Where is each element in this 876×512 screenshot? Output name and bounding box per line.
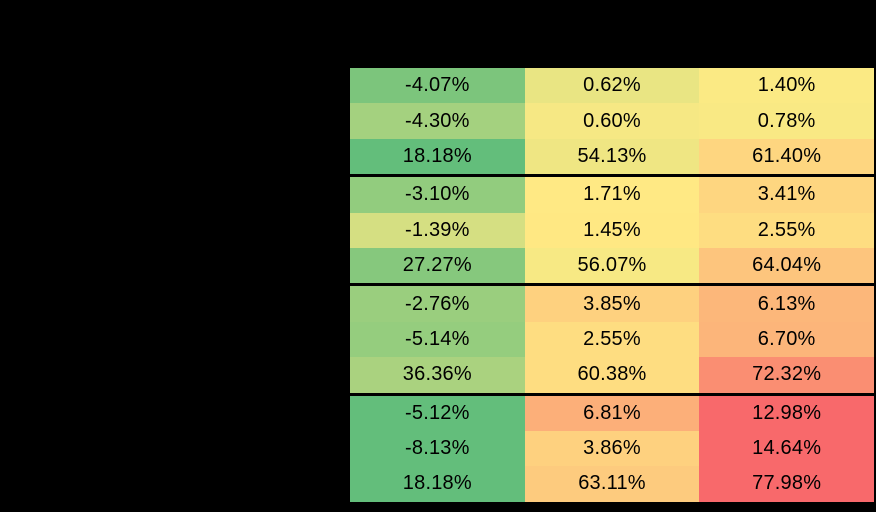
heatmap-cell: 14.64%	[699, 430, 874, 467]
heatmap-cell: -4.30%	[350, 103, 525, 139]
heatmap-cell: 6.13%	[699, 286, 874, 322]
heatmap-row: -3.10% 1.71% 3.41%	[350, 177, 874, 213]
heatmap-cell: 6.70%	[699, 321, 874, 358]
heatmap-cell: -3.10%	[350, 177, 525, 213]
heatmap-cell: 54.13%	[524, 138, 700, 175]
heatmap-row: -4.30% 0.60% 0.78%	[350, 103, 874, 139]
heatmap-row: -8.13% 3.86% 14.64%	[350, 430, 874, 467]
heatmap-cell: 3.41%	[699, 177, 874, 213]
heatmap-cell: -5.14%	[350, 321, 525, 358]
heatmap-cell: 3.86%	[524, 430, 700, 467]
heatmap-cell: 27.27%	[350, 247, 525, 284]
heatmap-row: 18.18% 54.13% 61.40%	[350, 138, 874, 175]
heatmap-cell: 72.32%	[699, 357, 874, 393]
heatmap-cell: 64.04%	[699, 247, 874, 284]
heatmap-group: -5.12% 6.81% 12.98% -8.13% 3.86% 14.64% 18.18%…	[350, 395, 874, 502]
heatmap-cell: 36.36%	[350, 357, 525, 393]
heatmap-cell: 0.60%	[524, 103, 700, 139]
heatmap-cell: -2.76%	[350, 286, 525, 322]
heatmap-cell: 1.40%	[699, 68, 874, 104]
heatmap-cell: 2.55%	[699, 212, 874, 248]
heatmap-row: 36.36% 60.38% 72.32%	[350, 357, 874, 393]
heatmap-row: -1.39% 1.45% 2.55%	[350, 212, 874, 248]
heatmap-cell: 12.98%	[699, 395, 874, 431]
heatmap-group: -4.07% 0.62% 1.40% -4.30% 0.60% 0.78% 18.18% 54…	[350, 68, 874, 178]
heatmap-cell: 63.11%	[524, 466, 700, 502]
heatmap-cell: 18.18%	[350, 138, 525, 175]
heatmap-cell: 60.38%	[524, 357, 700, 393]
heatmap-row: -2.76% 3.85% 6.13%	[350, 286, 874, 322]
heatmap-cell: 1.71%	[524, 177, 700, 213]
heatmap-cell: 1.45%	[524, 212, 700, 248]
heatmap-row: 18.18% 63.11% 77.98%	[350, 466, 874, 502]
heatmap-table: -4.07% 0.62% 1.40% -4.30% 0.60% 0.78% 18.18% 54…	[350, 66, 874, 504]
heatmap-group: -3.10% 1.71% 3.41% -1.39% 1.45% 2.55% 27.27% 56…	[350, 177, 874, 287]
heatmap-cell: -1.39%	[350, 212, 525, 248]
heatmap-cell: 3.85%	[524, 286, 700, 322]
heatmap-cell: 2.55%	[524, 321, 700, 358]
heatmap-row: -4.07% 0.62% 1.40%	[350, 68, 874, 104]
heatmap-group: -2.76% 3.85% 6.13% -5.14% 2.55% 6.70% 36.36% 60…	[350, 286, 874, 396]
heatmap-row: -5.12% 6.81% 12.98%	[350, 395, 874, 431]
heatmap-cell: 6.81%	[524, 395, 700, 431]
heatmap-cell: -5.12%	[350, 395, 525, 431]
heatmap-cell: 18.18%	[350, 466, 525, 502]
heatmap-cell: 77.98%	[699, 466, 874, 502]
heatmap-cell: 0.62%	[524, 68, 700, 104]
heatmap-row: -5.14% 2.55% 6.70%	[350, 321, 874, 358]
heatmap-cell: 0.78%	[699, 103, 874, 139]
heatmap-cell: -8.13%	[350, 430, 525, 467]
heatmap-row: 27.27% 56.07% 64.04%	[350, 247, 874, 284]
heatmap-cell: 56.07%	[524, 247, 700, 284]
heatmap-cell: 61.40%	[699, 138, 874, 175]
heatmap-cell: -4.07%	[350, 68, 525, 104]
